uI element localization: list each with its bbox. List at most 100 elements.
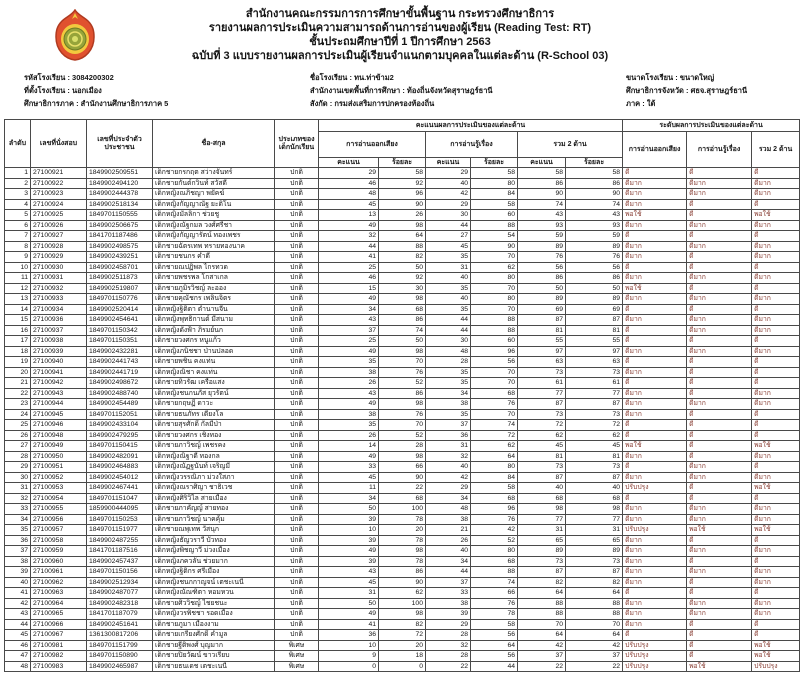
cell-order: 7 (4, 230, 31, 242)
cell-comprehension-level: ดี (686, 167, 753, 179)
cell-student-type: ปกติ (274, 440, 319, 452)
cell-citizen-id: 1849902520414 (86, 303, 153, 315)
cell-seat-number: 27100938 (30, 335, 87, 347)
cell-student-name: เด็กชายคุณัชกร เพลินจิตร (152, 293, 275, 305)
cell-citizen-id: 1849902467441 (86, 482, 153, 494)
cell-total-percent: 69 (564, 303, 624, 315)
cell-reading-aloud-score: 10 (318, 639, 379, 651)
cell-total-level: พอใช้ (751, 524, 800, 536)
cell-total-percent: 87 (564, 566, 624, 578)
cell-comprehension-level: ดี (686, 650, 753, 662)
cell-comprehension-level: ดี (686, 261, 753, 273)
cell-student-name: เด็กชายภูมิรวิชญ์ ละออง (152, 282, 275, 294)
cell-reading-aloud-score: 43 (318, 387, 379, 399)
header-student-type: ประเภทของเด็กนักเรียน (274, 119, 319, 168)
cell-comprehension-percent: 88 (470, 566, 518, 578)
header-percent-2: ร้อยละ (470, 157, 518, 168)
cell-comprehension-level: ดีมาก (686, 566, 753, 578)
cell-student-name: เด็กชายณปฏิพล ไกรทวด (152, 261, 275, 273)
cell-citizen-id: 1849902465987 (86, 660, 153, 672)
table-body: 1 27100921 1849902509551 เด็กชายกรกฤต สว่าง… (4, 167, 800, 672)
cell-comprehension-percent: 76 (470, 597, 518, 609)
cell-reading-aloud-score: 38 (318, 366, 379, 378)
cell-comprehension-percent: 58 (470, 482, 518, 494)
cell-citizen-id: 1849902458701 (86, 261, 153, 273)
cell-comprehension-level: ดีมาก (686, 314, 753, 326)
cell-student-type: ปกติ (274, 419, 319, 431)
cell-student-type: ปกติ (274, 524, 319, 536)
cell-total-score: 89 (517, 545, 566, 557)
cell-total-score: 63 (517, 356, 566, 368)
org-title: สำนักงานคณะกรรมการการศึกษาขั้นพื้นฐาน กร… (245, 8, 555, 20)
cell-reading-aloud-percent: 98 (378, 545, 426, 557)
cell-seat-number: 27100982 (30, 650, 87, 662)
cell-reading-aloud-level: ดีมาก (622, 513, 688, 525)
cell-order: 18 (4, 345, 31, 357)
table-row: 17 27100938 1849701150351 เด็กชายวงศกร หนูแ… (4, 335, 800, 347)
cell-order: 4 (4, 198, 31, 210)
education-region-office: ศึกษาธิการภาค : สำนักงานศึกษาธิการภาค 5 (24, 99, 169, 108)
cell-comprehension-percent: 54 (470, 230, 518, 242)
cell-reading-aloud-percent: 98 (378, 608, 426, 620)
cell-order: 15 (4, 314, 31, 326)
cell-reading-aloud-percent: 98 (378, 450, 426, 462)
cell-citizen-id: 1849701150253 (86, 513, 153, 525)
table-row: 28 27100950 1849902482091 เด็กหญิงณิฐาดี ทอ… (4, 450, 800, 462)
cell-comprehension-percent: 56 (470, 629, 518, 641)
cell-total-percent: 87 (564, 398, 624, 410)
cell-reading-aloud-percent: 50 (378, 261, 426, 273)
header-citizen-id: เลขที่ประจำตัวประชาชน (86, 119, 153, 168)
cell-reading-aloud-score: 43 (318, 566, 379, 578)
cell-citizen-id: 1849902482318 (86, 597, 153, 609)
cell-reading-aloud-percent: 90 (378, 471, 426, 483)
table-row: 42 27100964 1849902482318 เด็กชายศิววิชญ์ ไ… (4, 597, 800, 609)
cell-total-score: 86 (517, 272, 566, 284)
cell-seat-number: 27100981 (30, 639, 87, 651)
cell-reading-aloud-level: ดี (622, 356, 688, 368)
cell-order: 30 (4, 471, 31, 483)
cell-total-level: ดีมาก (751, 513, 800, 525)
cell-reading-aloud-level: ดี (622, 324, 688, 336)
cell-comprehension-level: ดีมาก (686, 398, 753, 410)
cell-seat-number: 27100949 (30, 440, 87, 452)
cell-comprehension-score: 42 (425, 188, 471, 200)
cell-citizen-id: 1849902439251 (86, 251, 153, 263)
cell-comprehension-percent: 44 (470, 660, 518, 672)
cell-comprehension-percent: 58 (470, 167, 518, 179)
cell-reading-aloud-level: ดี (622, 335, 688, 347)
cell-comprehension-level: ดีมาก (686, 471, 753, 483)
cell-total-score: 50 (517, 282, 566, 294)
cell-student-type: ปกติ (274, 513, 319, 525)
cell-comprehension-percent: 70 (470, 251, 518, 263)
cell-total-score: 65 (517, 534, 566, 546)
cell-citizen-id: 1849902454489 (86, 398, 153, 410)
cell-reading-aloud-percent: 82 (378, 618, 426, 630)
cell-total-percent: 76 (564, 251, 624, 263)
provincial-education-office: ศึกษาธิการจังหวัด : ศธจ.สุราษฎร์ธานี (626, 86, 748, 95)
cell-total-score: 81 (517, 324, 566, 336)
cell-student-name: เด็กหญิงวรรณิภา ม่วงใสภา (152, 471, 275, 483)
cell-seat-number: 27100945 (30, 408, 87, 420)
cell-total-percent: 37 (564, 650, 624, 662)
cell-comprehension-level: ดี (686, 440, 753, 452)
cell-comprehension-percent: 80 (470, 293, 518, 305)
header-order: ลำดับ (4, 119, 31, 168)
cell-total-percent: 42 (564, 639, 624, 651)
cell-reading-aloud-percent: 98 (378, 398, 426, 410)
cell-comprehension-score: 30 (425, 335, 471, 347)
cell-reading-aloud-level: ดีมาก (622, 566, 688, 578)
table-header: ลำดับ เลขที่นั่งสอบ เลขที่ประจำตัวประชาช… (4, 119, 800, 168)
table-row: 12 27100932 1849902519807 เด็กชายภูมิรวิชญ์… (4, 282, 800, 294)
cell-order: 32 (4, 492, 31, 504)
school-code: รหัสโรงเรียน : 3084200302 (24, 73, 114, 82)
cell-comprehension-level: ดี (686, 366, 753, 378)
cell-reading-aloud-level: ดี (622, 492, 688, 504)
cell-total-percent: 73 (564, 555, 624, 567)
cell-order: 28 (4, 450, 31, 462)
cell-total-level: ดีมาก (751, 545, 800, 557)
cell-reading-aloud-percent: 64 (378, 230, 426, 242)
cell-comprehension-percent: 72 (470, 429, 518, 441)
cell-comprehension-score: 40 (425, 293, 471, 305)
cell-order: 17 (4, 335, 31, 347)
cell-total-score: 42 (517, 639, 566, 651)
